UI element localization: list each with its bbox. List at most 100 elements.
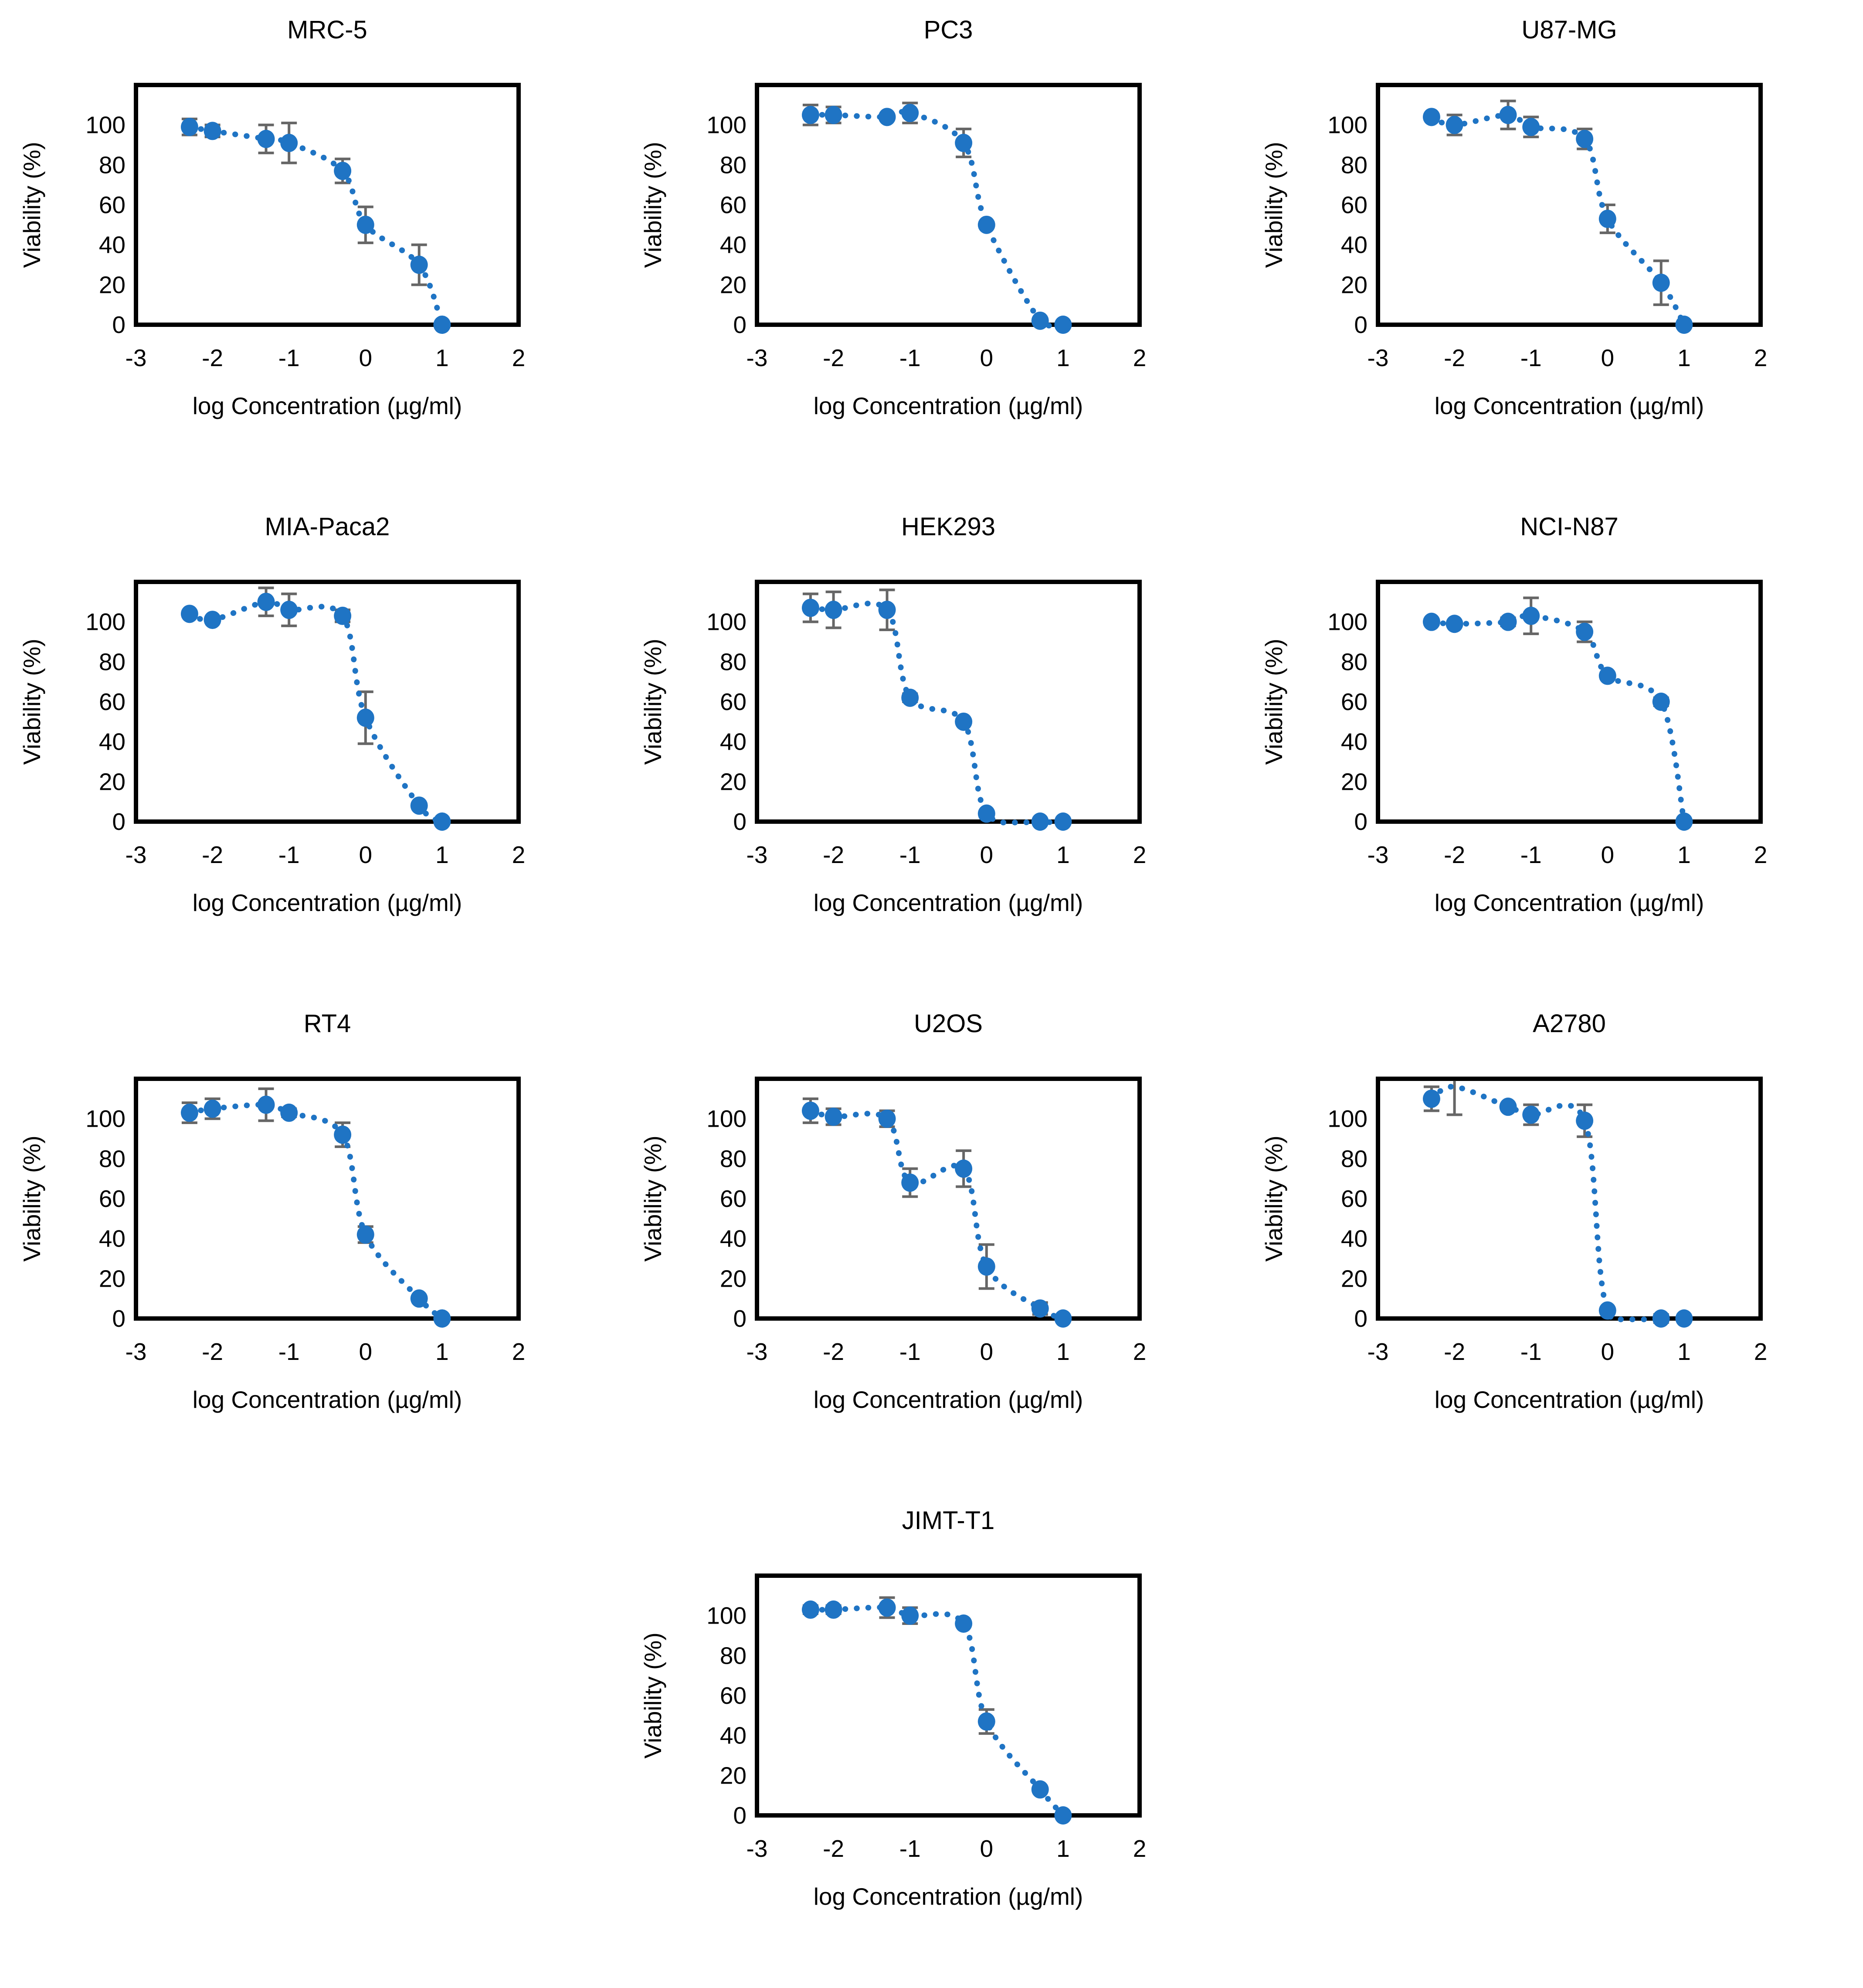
y-tick-label: 40 xyxy=(99,231,126,258)
chart-mrc-5: MRC-5 0 20 40 60 80 100 -3 -2 -1 0 1 2 log Concentrat… xyxy=(0,0,621,497)
dose-response-curve xyxy=(808,1108,1066,1322)
data-point-marker xyxy=(356,215,374,234)
x-tick-label: 1 xyxy=(1677,344,1691,371)
y-tick-label: 60 xyxy=(1341,1185,1368,1212)
y-tick-label: 0 xyxy=(1354,808,1368,835)
x-tick-label: 0 xyxy=(980,344,994,371)
y-tick-label: 0 xyxy=(733,311,747,338)
y-tick-label: 20 xyxy=(720,768,747,795)
y-tick-label: 100 xyxy=(1327,112,1368,139)
chart-nci-n87: NCI-N87 0 20 40 60 80 100 -3 -2 -1 0 1 2 log Concentr… xyxy=(1242,497,1863,994)
data-point-marker xyxy=(180,1103,198,1122)
y-tick-label: 40 xyxy=(720,728,747,755)
y-tick-label: 20 xyxy=(99,1265,126,1292)
data-point-marker xyxy=(901,688,919,707)
data-point-marker xyxy=(204,611,221,629)
y-tick-label: 0 xyxy=(733,1802,747,1829)
y-axis-title: Viability (%) xyxy=(639,639,666,765)
chart-svg-u2os: U2OS 0 20 40 60 80 100 -3 -2 -1 0 1 2 log Concentrati… xyxy=(639,1009,1147,1413)
chart-title: NCI-N87 xyxy=(1520,513,1619,541)
y-tick-label: 0 xyxy=(733,1305,747,1332)
data-point-marker xyxy=(878,601,896,619)
y-tick-label: 20 xyxy=(720,1265,747,1292)
chart-title: A2780 xyxy=(1533,1009,1606,1038)
data-point-marker xyxy=(1675,1309,1693,1328)
data-point-marker xyxy=(1576,1111,1594,1130)
x-tick-label: -3 xyxy=(126,1338,147,1365)
data-point-marker xyxy=(1675,316,1693,334)
y-axis-title: Viability (%) xyxy=(18,142,45,268)
chart-jimt-t1: JIMT-T1 0 20 40 60 80 100 -3 -2 -1 0 1 2 log Concentr… xyxy=(621,1491,1242,1988)
x-tick-label: -3 xyxy=(747,841,768,868)
y-axis-title: Viability (%) xyxy=(1260,1135,1287,1261)
y-tick-label: 20 xyxy=(99,271,126,298)
plot-border xyxy=(134,580,521,824)
x-tick-label: -3 xyxy=(1368,841,1389,868)
data-point-marker xyxy=(977,804,995,823)
x-tick-label: -3 xyxy=(747,1338,768,1365)
x-tick-label: -2 xyxy=(823,841,844,868)
data-point-marker xyxy=(257,129,275,148)
y-tick-label: 80 xyxy=(720,1145,747,1172)
x-tick-label: -3 xyxy=(1368,1338,1389,1365)
x-tick-label: -3 xyxy=(1368,344,1389,371)
data-point-marker xyxy=(825,1600,842,1619)
x-axis-title: log Concentration (µg/ml) xyxy=(1435,1386,1704,1413)
x-axis-title: log Concentration (µg/ml) xyxy=(1435,392,1704,419)
x-tick-label: 2 xyxy=(1133,344,1147,371)
y-tick-label: 40 xyxy=(1341,1225,1368,1252)
y-tick-label: 40 xyxy=(720,231,747,258)
x-tick-label: 0 xyxy=(980,1835,994,1862)
data-point-marker xyxy=(257,1095,275,1114)
x-tick-label: 0 xyxy=(1601,1338,1615,1365)
y-tick-label: 20 xyxy=(720,1762,747,1789)
x-tick-label: -1 xyxy=(278,344,300,371)
y-tick-label: 40 xyxy=(1341,231,1368,258)
data-point-marker xyxy=(1422,612,1440,631)
x-tick-label: -2 xyxy=(202,344,223,371)
data-point-marker xyxy=(878,108,896,126)
x-tick-label: 0 xyxy=(1601,841,1615,868)
x-tick-label: 1 xyxy=(1056,1338,1070,1365)
data-point-marker xyxy=(180,605,198,623)
y-tick-label: 100 xyxy=(706,1105,747,1132)
x-tick-label: 2 xyxy=(1754,841,1768,868)
x-tick-label: 0 xyxy=(359,1338,373,1365)
data-point-marker xyxy=(955,1614,973,1633)
y-tick-label: 60 xyxy=(720,688,747,715)
y-tick-label: 80 xyxy=(1341,648,1368,675)
x-tick-label: -1 xyxy=(278,841,300,868)
data-point-marker xyxy=(257,592,275,611)
data-point-marker xyxy=(878,1109,896,1128)
x-tick-label: 1 xyxy=(1056,344,1070,371)
x-tick-label: 0 xyxy=(359,841,373,868)
chart-pc3: PC3 0 20 40 60 80 100 -3 -2 -1 0 1 2 log Concentratio… xyxy=(621,0,1242,497)
y-tick-label: 40 xyxy=(720,1225,747,1252)
x-tick-label: -1 xyxy=(899,1835,921,1862)
data-point-marker xyxy=(955,712,973,731)
y-tick-label: 0 xyxy=(112,311,126,338)
x-tick-label: -1 xyxy=(1520,841,1542,868)
y-tick-label: 60 xyxy=(1341,688,1368,715)
data-point-marker xyxy=(1576,622,1594,641)
plot-border xyxy=(134,1077,521,1321)
data-point-marker xyxy=(825,105,842,124)
x-tick-label: -1 xyxy=(278,1338,300,1365)
chart-svg-mrc-5: MRC-5 0 20 40 60 80 100 -3 -2 -1 0 1 2 log Concentrat… xyxy=(18,16,525,419)
chart-mia-paca2: MIA-Paca2 0 20 40 60 80 100 -3 -2 -1 0 1 2 log Concen… xyxy=(0,497,621,994)
y-axis-title: Viability (%) xyxy=(18,639,45,765)
plot-border xyxy=(755,580,1142,824)
chart-svg-u87-mg: U87-MG 0 20 40 60 80 100 -3 -2 -1 0 1 2 log Concentra… xyxy=(1260,16,1767,419)
plot-border xyxy=(755,1077,1142,1321)
x-tick-label: 2 xyxy=(1133,1338,1147,1365)
data-point-marker xyxy=(334,1125,352,1144)
data-point-marker xyxy=(204,1099,221,1118)
x-axis-title: log Concentration (µg/ml) xyxy=(193,1386,462,1413)
data-point-marker xyxy=(1031,1299,1049,1318)
x-tick-label: 1 xyxy=(435,1338,449,1365)
x-axis-title: log Concentration (µg/ml) xyxy=(193,392,462,419)
x-axis-title: log Concentration (µg/ml) xyxy=(814,392,1083,419)
x-tick-label: 1 xyxy=(1677,1338,1691,1365)
chart-title: PC3 xyxy=(924,16,973,44)
chart-title: MRC-5 xyxy=(287,16,367,44)
